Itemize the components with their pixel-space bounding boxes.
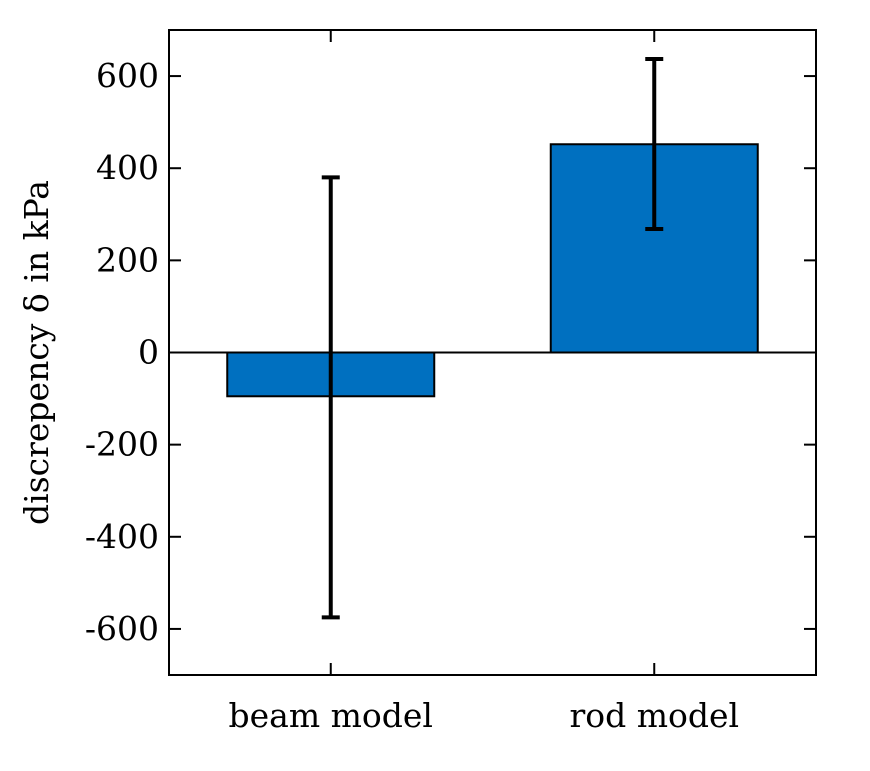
error-bars bbox=[321, 57, 664, 620]
x-tick-labels: beam model rod model bbox=[229, 696, 740, 735]
x-tick-label: beam model bbox=[229, 696, 433, 735]
y-tick-label: -200 bbox=[85, 425, 159, 464]
y-tick-label: 600 bbox=[96, 56, 159, 95]
y-axis-label: discrepency δ in kPa bbox=[17, 180, 56, 525]
error-bar-rod-model bbox=[645, 57, 664, 232]
y-tick-label: -600 bbox=[85, 609, 159, 648]
x-tick-label: rod model bbox=[569, 696, 739, 735]
bars bbox=[226, 143, 759, 398]
y-tick-labels: 600 400 200 0 -200 -400 -600 bbox=[85, 56, 159, 648]
y-tick-label: -400 bbox=[85, 517, 159, 556]
y-tick-label: 400 bbox=[96, 148, 159, 187]
y-tick-label: 200 bbox=[96, 240, 159, 279]
error-bar-beam-model bbox=[321, 175, 340, 620]
y-tick-label: 0 bbox=[138, 333, 159, 372]
axis-ticks bbox=[169, 30, 816, 675]
